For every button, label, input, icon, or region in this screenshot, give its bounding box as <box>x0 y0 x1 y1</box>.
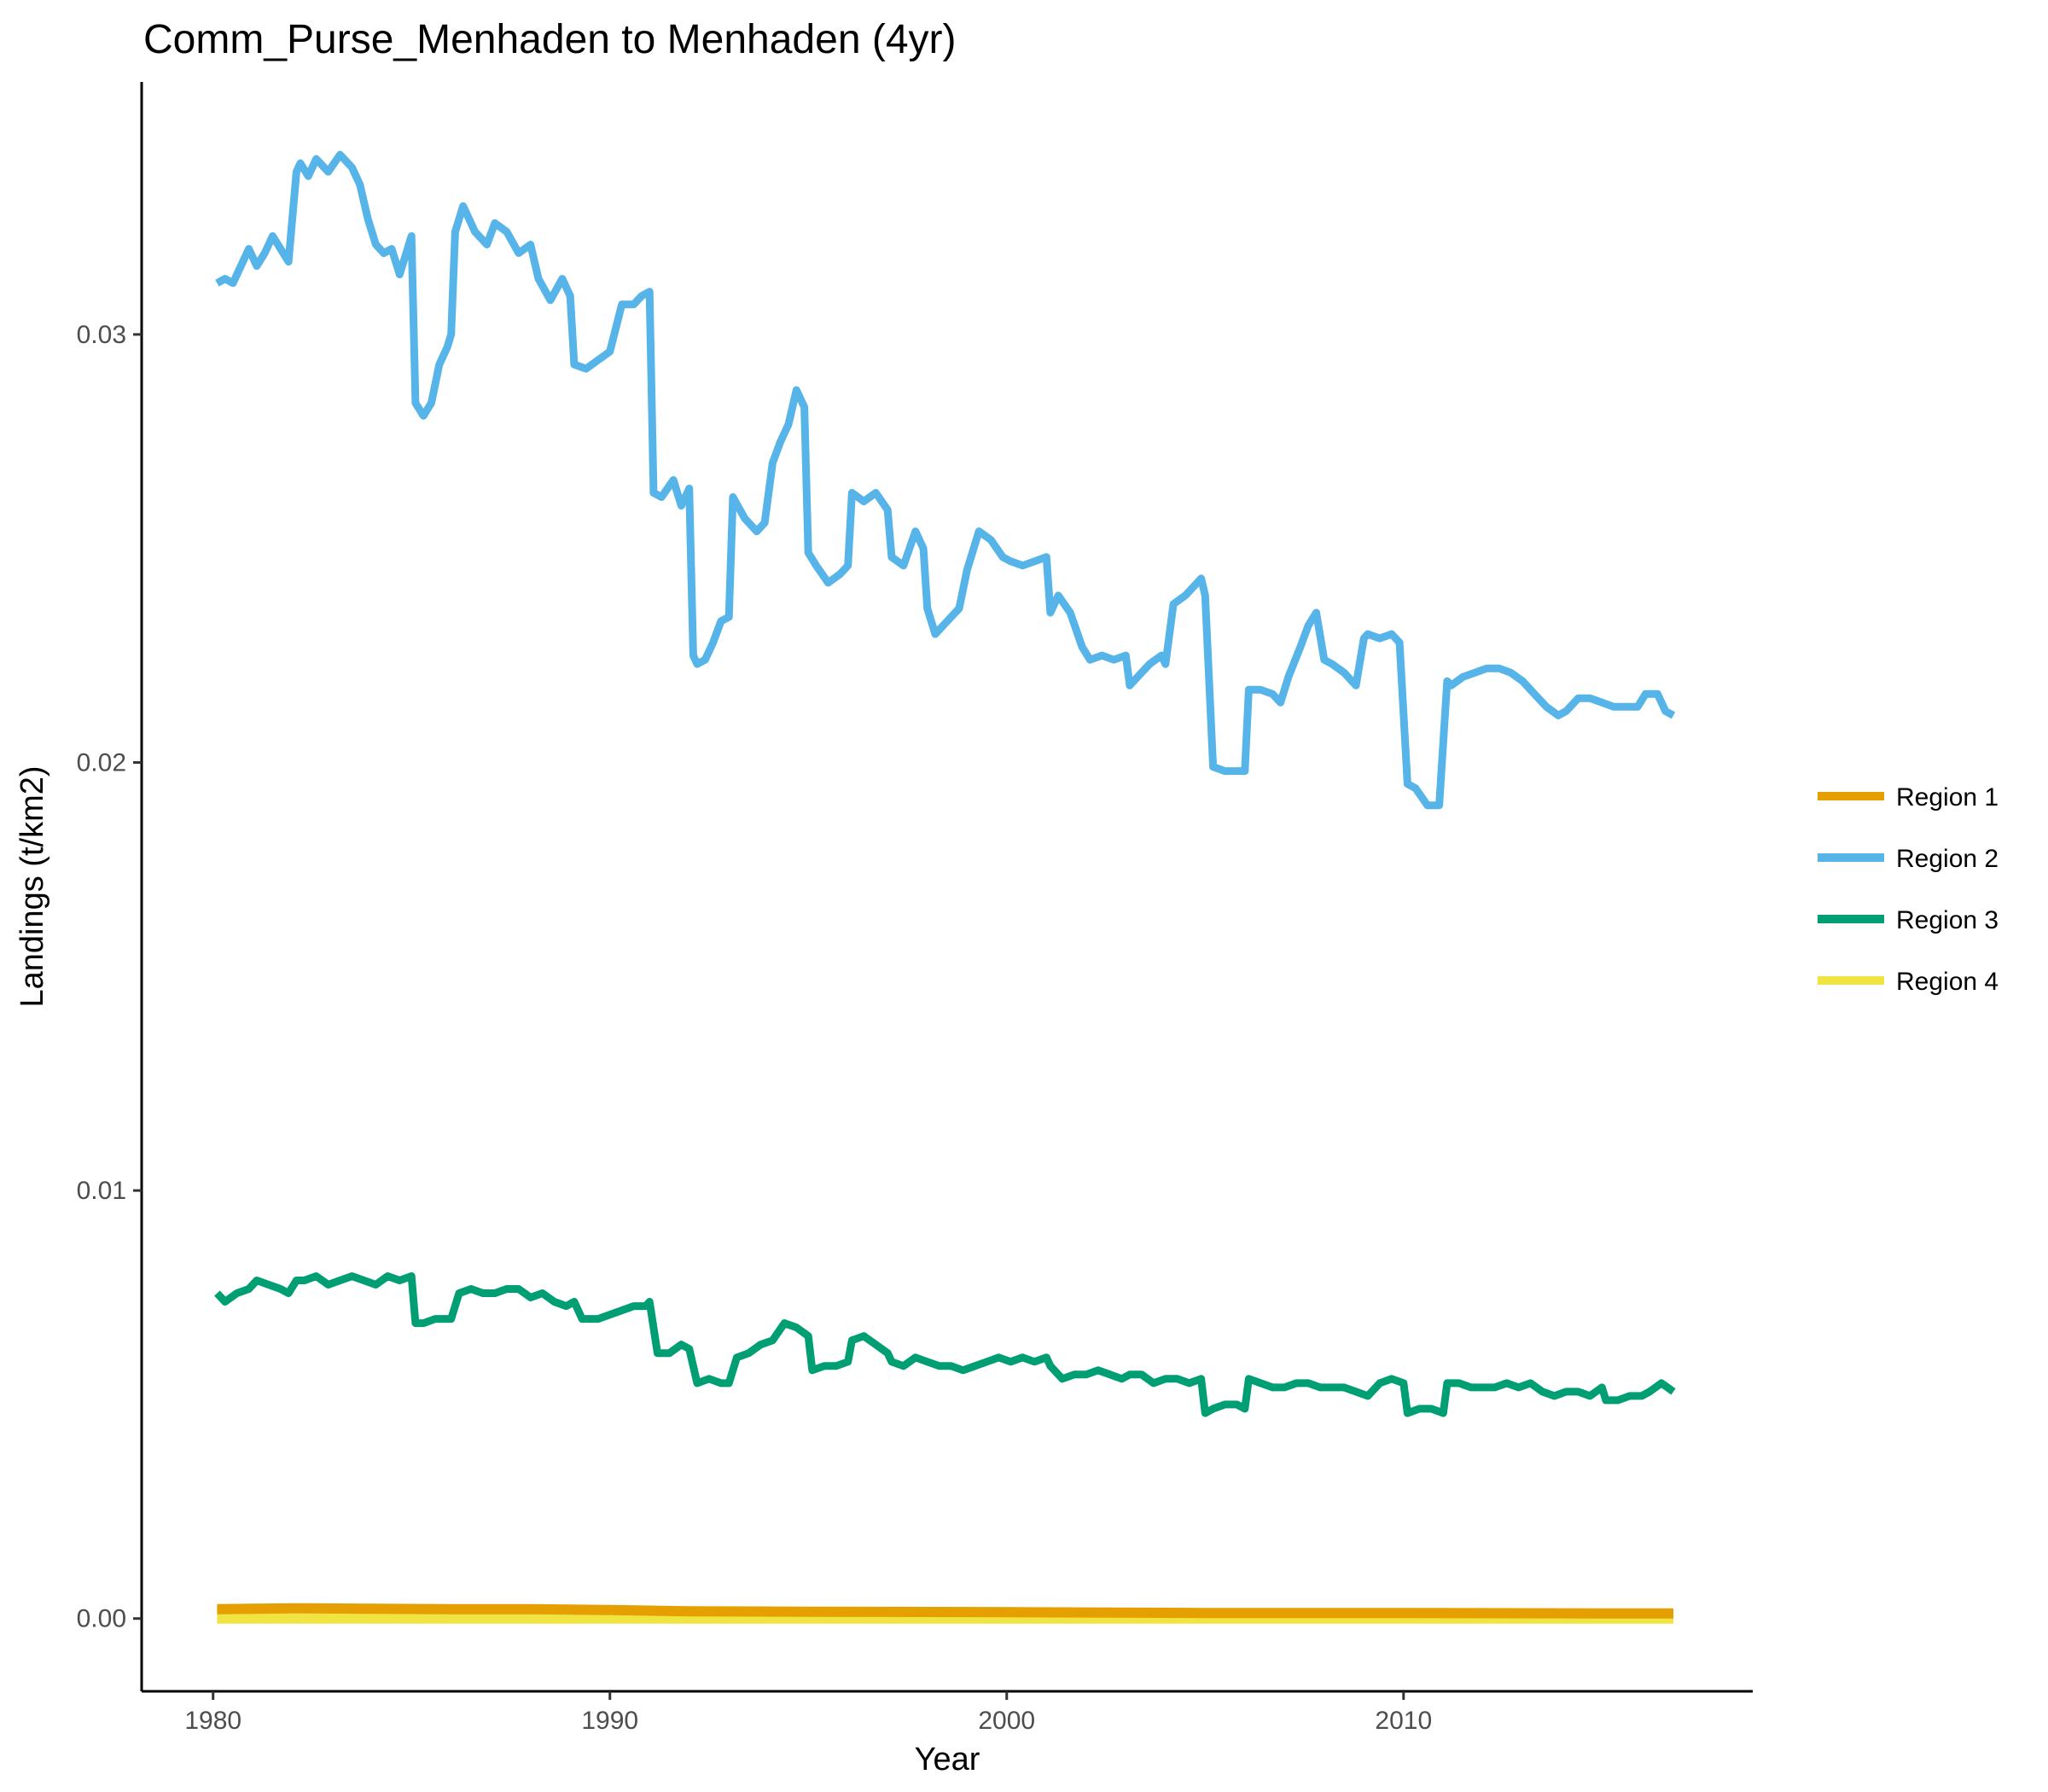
x-tick-label: 1990 <box>581 1707 638 1735</box>
chart-title: Comm_Purse_Menhaden to Menhaden (4yr) <box>143 17 957 62</box>
y-tick-label: 0.01 <box>77 1177 126 1205</box>
x-tick-label: 1980 <box>184 1707 241 1735</box>
x-axis-title: Year <box>915 1742 980 1777</box>
plot-area <box>214 150 1676 1624</box>
legend-label-region-1: Region 1 <box>1896 783 1999 812</box>
y-axis-ticks: 0.00 0.01 0.02 0.03 <box>77 321 142 1633</box>
x-axis-ticks: 1980 1990 2000 2010 <box>184 1691 1432 1735</box>
series-line-region-1 <box>217 1603 1673 1619</box>
y-tick-label: 0.02 <box>77 749 126 777</box>
y-tick-label: 0.03 <box>77 321 126 349</box>
series-line-region-2 <box>215 150 1676 810</box>
legend: Region 1 Region 2 Region 3 Region 4 <box>1818 783 1999 996</box>
legend-label-region-2: Region 2 <box>1896 845 1999 873</box>
legend-label-region-3: Region 3 <box>1896 906 1999 934</box>
x-tick-label: 2000 <box>978 1707 1035 1735</box>
x-tick-label: 2010 <box>1375 1707 1432 1735</box>
legend-label-region-4: Region 4 <box>1896 968 1999 996</box>
y-tick-label: 0.00 <box>77 1605 126 1633</box>
series-line-region-3 <box>214 1272 1676 1417</box>
y-axis-title: Landings (t/km2) <box>15 765 50 1007</box>
